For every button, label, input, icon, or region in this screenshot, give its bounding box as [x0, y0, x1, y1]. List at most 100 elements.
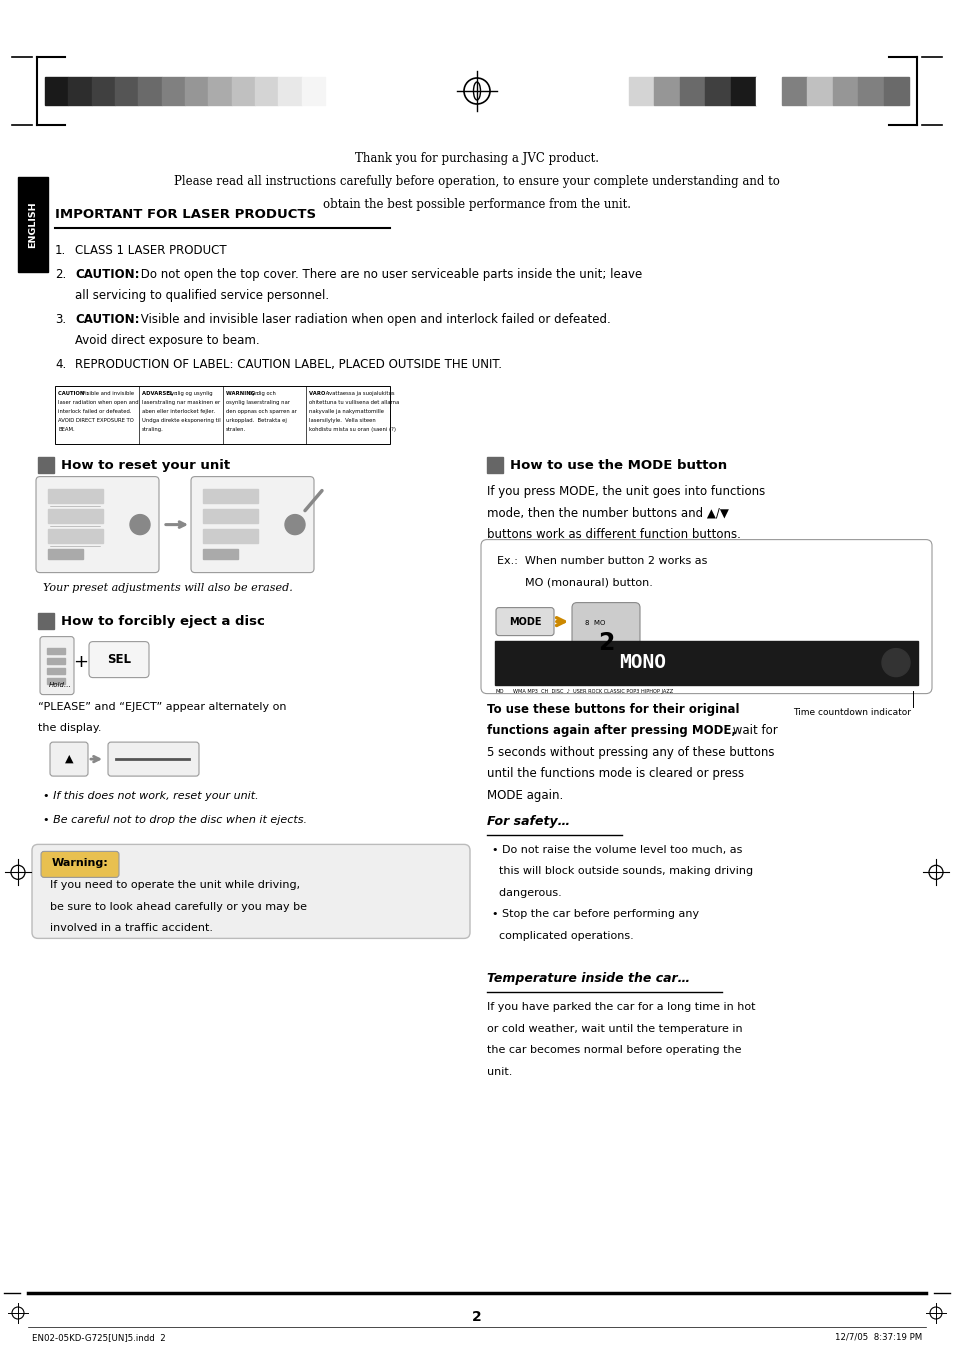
- FancyBboxPatch shape: [41, 851, 119, 877]
- Text: • Do not raise the volume level too much, as: • Do not raise the volume level too much…: [492, 844, 741, 855]
- Bar: [38, 457, 54, 473]
- Text: How to reset your unit: How to reset your unit: [61, 458, 230, 471]
- Text: +: +: [73, 653, 89, 670]
- Text: 12/7/05  8:37:19 PM: 12/7/05 8:37:19 PM: [834, 1333, 921, 1342]
- Bar: [628, 77, 654, 105]
- Text: • Be careful not to drop the disc when it ejects.: • Be careful not to drop the disc when i…: [43, 815, 307, 824]
- Text: Visible and invisible laser radiation when open and interlock failed or defeated: Visible and invisible laser radiation wh…: [137, 313, 610, 326]
- Text: functions again after pressing MODE,: functions again after pressing MODE,: [486, 724, 735, 738]
- Text: If you need to operate the unit while driving,: If you need to operate the unit while dr…: [50, 881, 300, 890]
- FancyBboxPatch shape: [32, 844, 470, 939]
- Text: ADVARSEL :: ADVARSEL :: [142, 390, 177, 396]
- Bar: [138, 77, 161, 105]
- FancyBboxPatch shape: [36, 477, 159, 573]
- Text: Avoid direct exposure to beam.: Avoid direct exposure to beam.: [75, 334, 259, 347]
- Text: dangerous.: dangerous.: [492, 888, 561, 897]
- Text: unit.: unit.: [486, 1066, 512, 1077]
- Text: Avattaessa ja suojalukitus: Avattaessa ja suojalukitus: [323, 390, 394, 396]
- Bar: [203, 528, 257, 543]
- Bar: [203, 549, 237, 558]
- Text: If you have parked the car for a long time in hot: If you have parked the car for a long ti…: [486, 1002, 755, 1012]
- Circle shape: [130, 515, 150, 535]
- Text: 5 seconds without pressing any of these buttons: 5 seconds without pressing any of these …: [486, 746, 774, 759]
- Text: laserstraling nar maskinen er: laserstraling nar maskinen er: [142, 400, 220, 404]
- Text: AVOID DIRECT EXPOSURE TO: AVOID DIRECT EXPOSURE TO: [58, 417, 133, 423]
- FancyBboxPatch shape: [89, 642, 149, 678]
- Text: EN02-05KD-G725[UN]5.indd  2: EN02-05KD-G725[UN]5.indd 2: [32, 1333, 166, 1342]
- Bar: [91, 77, 115, 105]
- Bar: [48, 508, 103, 523]
- Text: stralen.: stralen.: [225, 427, 245, 431]
- Text: IMPORTANT FOR LASER PRODUCTS: IMPORTANT FOR LASER PRODUCTS: [55, 208, 315, 222]
- Text: laser radiation when open and: laser radiation when open and: [58, 400, 138, 404]
- Text: this will block outside sounds, making driving: this will block outside sounds, making d…: [492, 866, 752, 875]
- Text: WARNING :: WARNING :: [225, 390, 258, 396]
- Bar: [208, 77, 232, 105]
- Bar: [806, 77, 832, 105]
- Text: Do not open the top cover. There are no user serviceable parts inside the unit; : Do not open the top cover. There are no …: [137, 267, 641, 281]
- Text: MO (monaural) button.: MO (monaural) button.: [497, 577, 652, 588]
- Bar: [679, 77, 704, 105]
- Bar: [486, 457, 502, 473]
- Text: complicated operations.: complicated operations.: [492, 931, 633, 940]
- Bar: [232, 77, 254, 105]
- Text: Visible and invisible: Visible and invisible: [79, 390, 133, 396]
- Bar: [47, 678, 65, 684]
- Text: aben eller interlocket fejler.: aben eller interlocket fejler.: [142, 408, 214, 413]
- FancyBboxPatch shape: [40, 636, 74, 694]
- Circle shape: [285, 515, 305, 535]
- Text: the display.: the display.: [38, 723, 101, 734]
- Bar: [203, 489, 257, 503]
- FancyBboxPatch shape: [108, 742, 199, 775]
- Text: ▲: ▲: [65, 754, 73, 765]
- Bar: [495, 640, 917, 685]
- FancyBboxPatch shape: [50, 742, 88, 775]
- FancyBboxPatch shape: [480, 539, 931, 693]
- Text: “PLEASE” and “EJECT” appear alternately on: “PLEASE” and “EJECT” appear alternately …: [38, 701, 286, 712]
- Text: MO: MO: [495, 689, 503, 693]
- Text: interlock failed or defeated.: interlock failed or defeated.: [58, 408, 132, 413]
- FancyBboxPatch shape: [572, 603, 639, 667]
- Bar: [185, 77, 208, 105]
- Text: until the functions mode is cleared or press: until the functions mode is cleared or p…: [486, 767, 743, 780]
- Text: VARO :: VARO :: [309, 390, 330, 396]
- Text: 4.: 4.: [55, 358, 66, 372]
- Text: involved in a traffic accident.: involved in a traffic accident.: [50, 923, 213, 934]
- Text: MODE: MODE: [508, 616, 540, 627]
- Text: How to use the MODE button: How to use the MODE button: [510, 458, 726, 471]
- Text: ohitettuna tu vullisena det allarna: ohitettuna tu vullisena det allarna: [309, 400, 399, 404]
- Bar: [55, 385, 390, 443]
- FancyBboxPatch shape: [191, 477, 314, 573]
- Bar: [47, 667, 65, 674]
- Text: or cold weather, wait until the temperature in: or cold weather, wait until the temperat…: [486, 1024, 741, 1034]
- Text: straling.: straling.: [142, 427, 163, 431]
- Text: Ex.:  When number button 2 works as: Ex.: When number button 2 works as: [497, 555, 706, 566]
- Text: • Stop the car before performing any: • Stop the car before performing any: [492, 909, 699, 919]
- Text: mode, then the number buttons and ▲/▼: mode, then the number buttons and ▲/▼: [486, 507, 728, 519]
- Bar: [47, 647, 65, 654]
- Text: • If this does not work, reset your unit.: • If this does not work, reset your unit…: [43, 792, 258, 801]
- Text: WMA MP3  CH  DISC  ♪  USER ROCK CLASSIC POP3 HIPHOP JAZZ: WMA MP3 CH DISC ♪ USER ROCK CLASSIC POP3…: [513, 689, 673, 693]
- Text: Synlig och: Synlig och: [247, 390, 275, 396]
- Text: If you press MODE, the unit goes into functions: If you press MODE, the unit goes into fu…: [486, 485, 764, 497]
- Text: Warning:: Warning:: [51, 858, 109, 869]
- Text: CAUTION:: CAUTION:: [75, 313, 139, 326]
- Text: BEAM.: BEAM.: [58, 427, 74, 431]
- Text: MONO: MONO: [618, 653, 666, 671]
- Text: CLASS 1 LASER PRODUCT: CLASS 1 LASER PRODUCT: [75, 245, 227, 257]
- Text: be sure to look ahead carefully or you may be: be sure to look ahead carefully or you m…: [50, 902, 307, 912]
- Bar: [832, 77, 857, 105]
- Text: CAUTION:: CAUTION:: [75, 267, 139, 281]
- Text: urkopplad.  Betrakta ej: urkopplad. Betrakta ej: [225, 417, 286, 423]
- Text: lasersilylyle.  Vella siteen: lasersilylyle. Vella siteen: [309, 417, 375, 423]
- Text: obtain the best possible performance from the unit.: obtain the best possible performance fro…: [323, 199, 630, 211]
- Text: For safety…: For safety…: [486, 815, 570, 828]
- Text: Synlig og usynlig: Synlig og usynlig: [166, 390, 213, 396]
- Text: osynlig laserstraling nar: osynlig laserstraling nar: [225, 400, 289, 404]
- Bar: [161, 77, 185, 105]
- Text: REPRODUCTION OF LABEL: CAUTION LABEL, PLACED OUTSIDE THE UNIT.: REPRODUCTION OF LABEL: CAUTION LABEL, PL…: [75, 358, 501, 372]
- Bar: [18, 177, 48, 272]
- Bar: [730, 77, 756, 105]
- Bar: [301, 77, 325, 105]
- Text: How to forcibly eject a disc: How to forcibly eject a disc: [61, 615, 265, 628]
